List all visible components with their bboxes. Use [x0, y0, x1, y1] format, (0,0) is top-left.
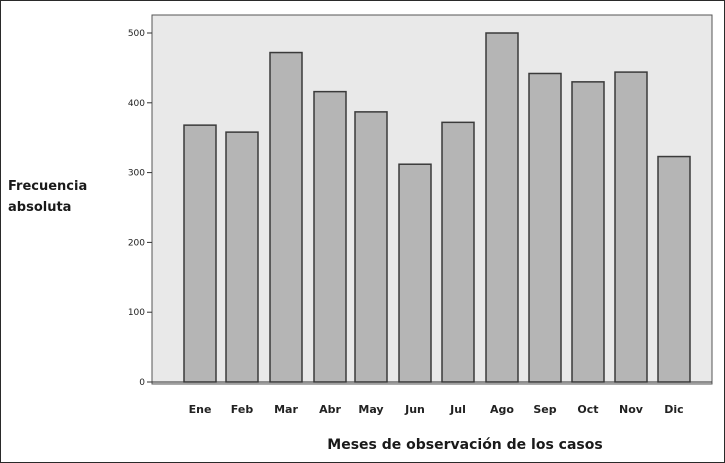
x-axis-tick-labels: Ene Feb Mar Abr May Jun Jul Ago Sep Oct Nov Dic — [189, 403, 684, 416]
x-tick-label-may: May — [358, 403, 383, 416]
x-tick-label-jul: Jul — [449, 403, 466, 416]
bar-ene — [183, 124, 217, 383]
y-axis-ticks: 0 100 200 300 400 500 — [128, 29, 152, 388]
y-axis-label-line-1: Frecuencia — [8, 179, 88, 194]
x-tick-label-ago: Ago — [490, 403, 514, 416]
y-tick-label: 400 — [128, 99, 145, 109]
y-axis-label: Frecuencia absoluta — [8, 176, 128, 218]
x-tick-label-mar: Mar — [274, 403, 298, 416]
x-tick-label-ene: Ene — [189, 403, 212, 416]
bar-mar — [269, 51, 303, 383]
y-tick-label: 500 — [128, 29, 145, 39]
bar-oct — [571, 81, 605, 383]
x-tick-label-nov: Nov — [619, 403, 644, 416]
bar-sep — [528, 72, 562, 383]
bar-may — [354, 111, 388, 383]
y-tick-label: 0 — [139, 378, 145, 388]
bar-feb — [225, 131, 259, 383]
bar-nov — [614, 71, 648, 383]
x-tick-label-jun: Jun — [404, 403, 425, 416]
y-tick-label: 300 — [128, 169, 145, 179]
bar-jun — [398, 163, 432, 383]
bar-dic — [657, 155, 691, 383]
bar-abr — [313, 90, 347, 383]
x-tick-label-feb: Feb — [231, 403, 254, 416]
bar-jul — [441, 121, 475, 383]
x-tick-label-dic: Dic — [664, 403, 683, 416]
x-axis-label: Meses de observación de los casos — [327, 437, 603, 453]
bars — [183, 32, 691, 383]
x-tick-label-abr: Abr — [319, 403, 341, 416]
y-axis-label-line-2: absoluta — [8, 200, 72, 215]
bar-ago — [485, 32, 519, 383]
y-tick-label: 100 — [128, 308, 145, 318]
x-tick-label-oct: Oct — [577, 403, 598, 416]
x-tick-label-sep: Sep — [533, 403, 556, 416]
y-tick-label: 200 — [128, 238, 145, 248]
